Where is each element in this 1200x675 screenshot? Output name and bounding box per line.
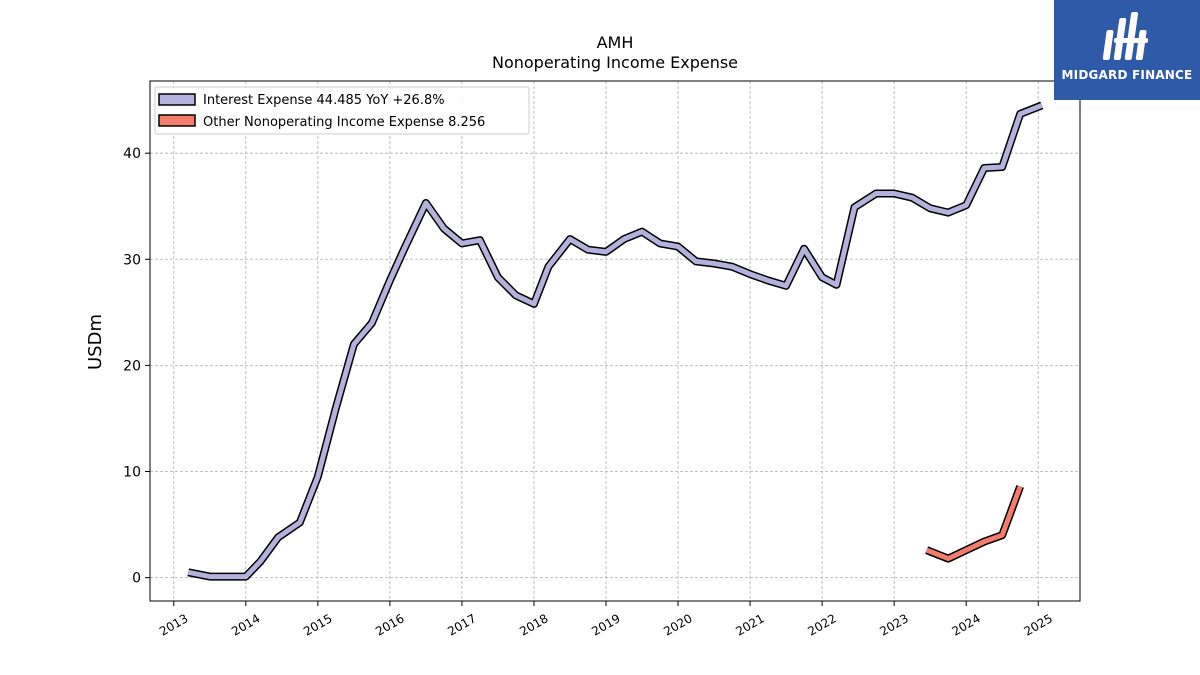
legend: Interest Expense 44.485 YoY +26.8% Other… xyxy=(154,86,530,135)
x-axis-ticks: 2013 2014 2015 2016 2017 2018 2019 2020 2021 2022… xyxy=(157,601,1055,639)
x-tick-label: 2013 xyxy=(157,611,190,638)
brand-name: MIDGARD FINANCE xyxy=(1061,68,1193,82)
x-tick-label: 2016 xyxy=(373,611,406,638)
x-tick-label: 2023 xyxy=(877,611,910,638)
x-tick-label: 2018 xyxy=(517,611,550,638)
series-layer xyxy=(187,101,1044,581)
x-tick-label: 2024 xyxy=(949,611,982,638)
series-line-1 xyxy=(925,485,1023,562)
y-axis-ticks: 0 10 20 30 40 xyxy=(123,146,150,587)
y-tick-label: 40 xyxy=(123,146,141,162)
y-tick-label: 20 xyxy=(123,358,141,374)
x-tick-label: 2020 xyxy=(661,611,694,638)
chart-title: AMH xyxy=(597,33,634,52)
legend-box xyxy=(154,86,530,135)
series-line-0 xyxy=(187,103,1043,580)
x-tick-label: 2022 xyxy=(805,611,838,638)
y-tick-label: 10 xyxy=(123,465,141,481)
legend-label-interest-expense: Interest Expense 44.485 YoY +26.8% xyxy=(203,93,445,108)
y-tick-label: 0 xyxy=(132,571,141,587)
brand-logo: MIDGARD FINANCE xyxy=(1054,0,1200,100)
x-tick-label: 2019 xyxy=(589,611,622,638)
x-tick-label: 2017 xyxy=(445,611,478,638)
legend-label-other-nonoperating: Other Nonoperating Income Expense 8.256 xyxy=(203,115,485,130)
midgard-logo-icon xyxy=(1102,12,1148,60)
chart-subtitle: Nonoperating Income Expense xyxy=(492,53,738,72)
series-outline-0 xyxy=(187,101,1044,581)
x-tick-label: 2021 xyxy=(733,611,766,638)
legend-swatch-interest-expense xyxy=(158,93,196,106)
x-tick-label: 2015 xyxy=(301,611,334,638)
y-tick-label: 30 xyxy=(123,252,141,268)
y-axis-label: USDm xyxy=(85,314,106,370)
x-tick-label: 2014 xyxy=(229,611,262,638)
grid-lines xyxy=(150,81,1080,601)
x-tick-label: 2025 xyxy=(1021,611,1054,638)
legend-swatch-other-nonoperating xyxy=(158,114,196,127)
plot-frame xyxy=(149,80,1081,602)
